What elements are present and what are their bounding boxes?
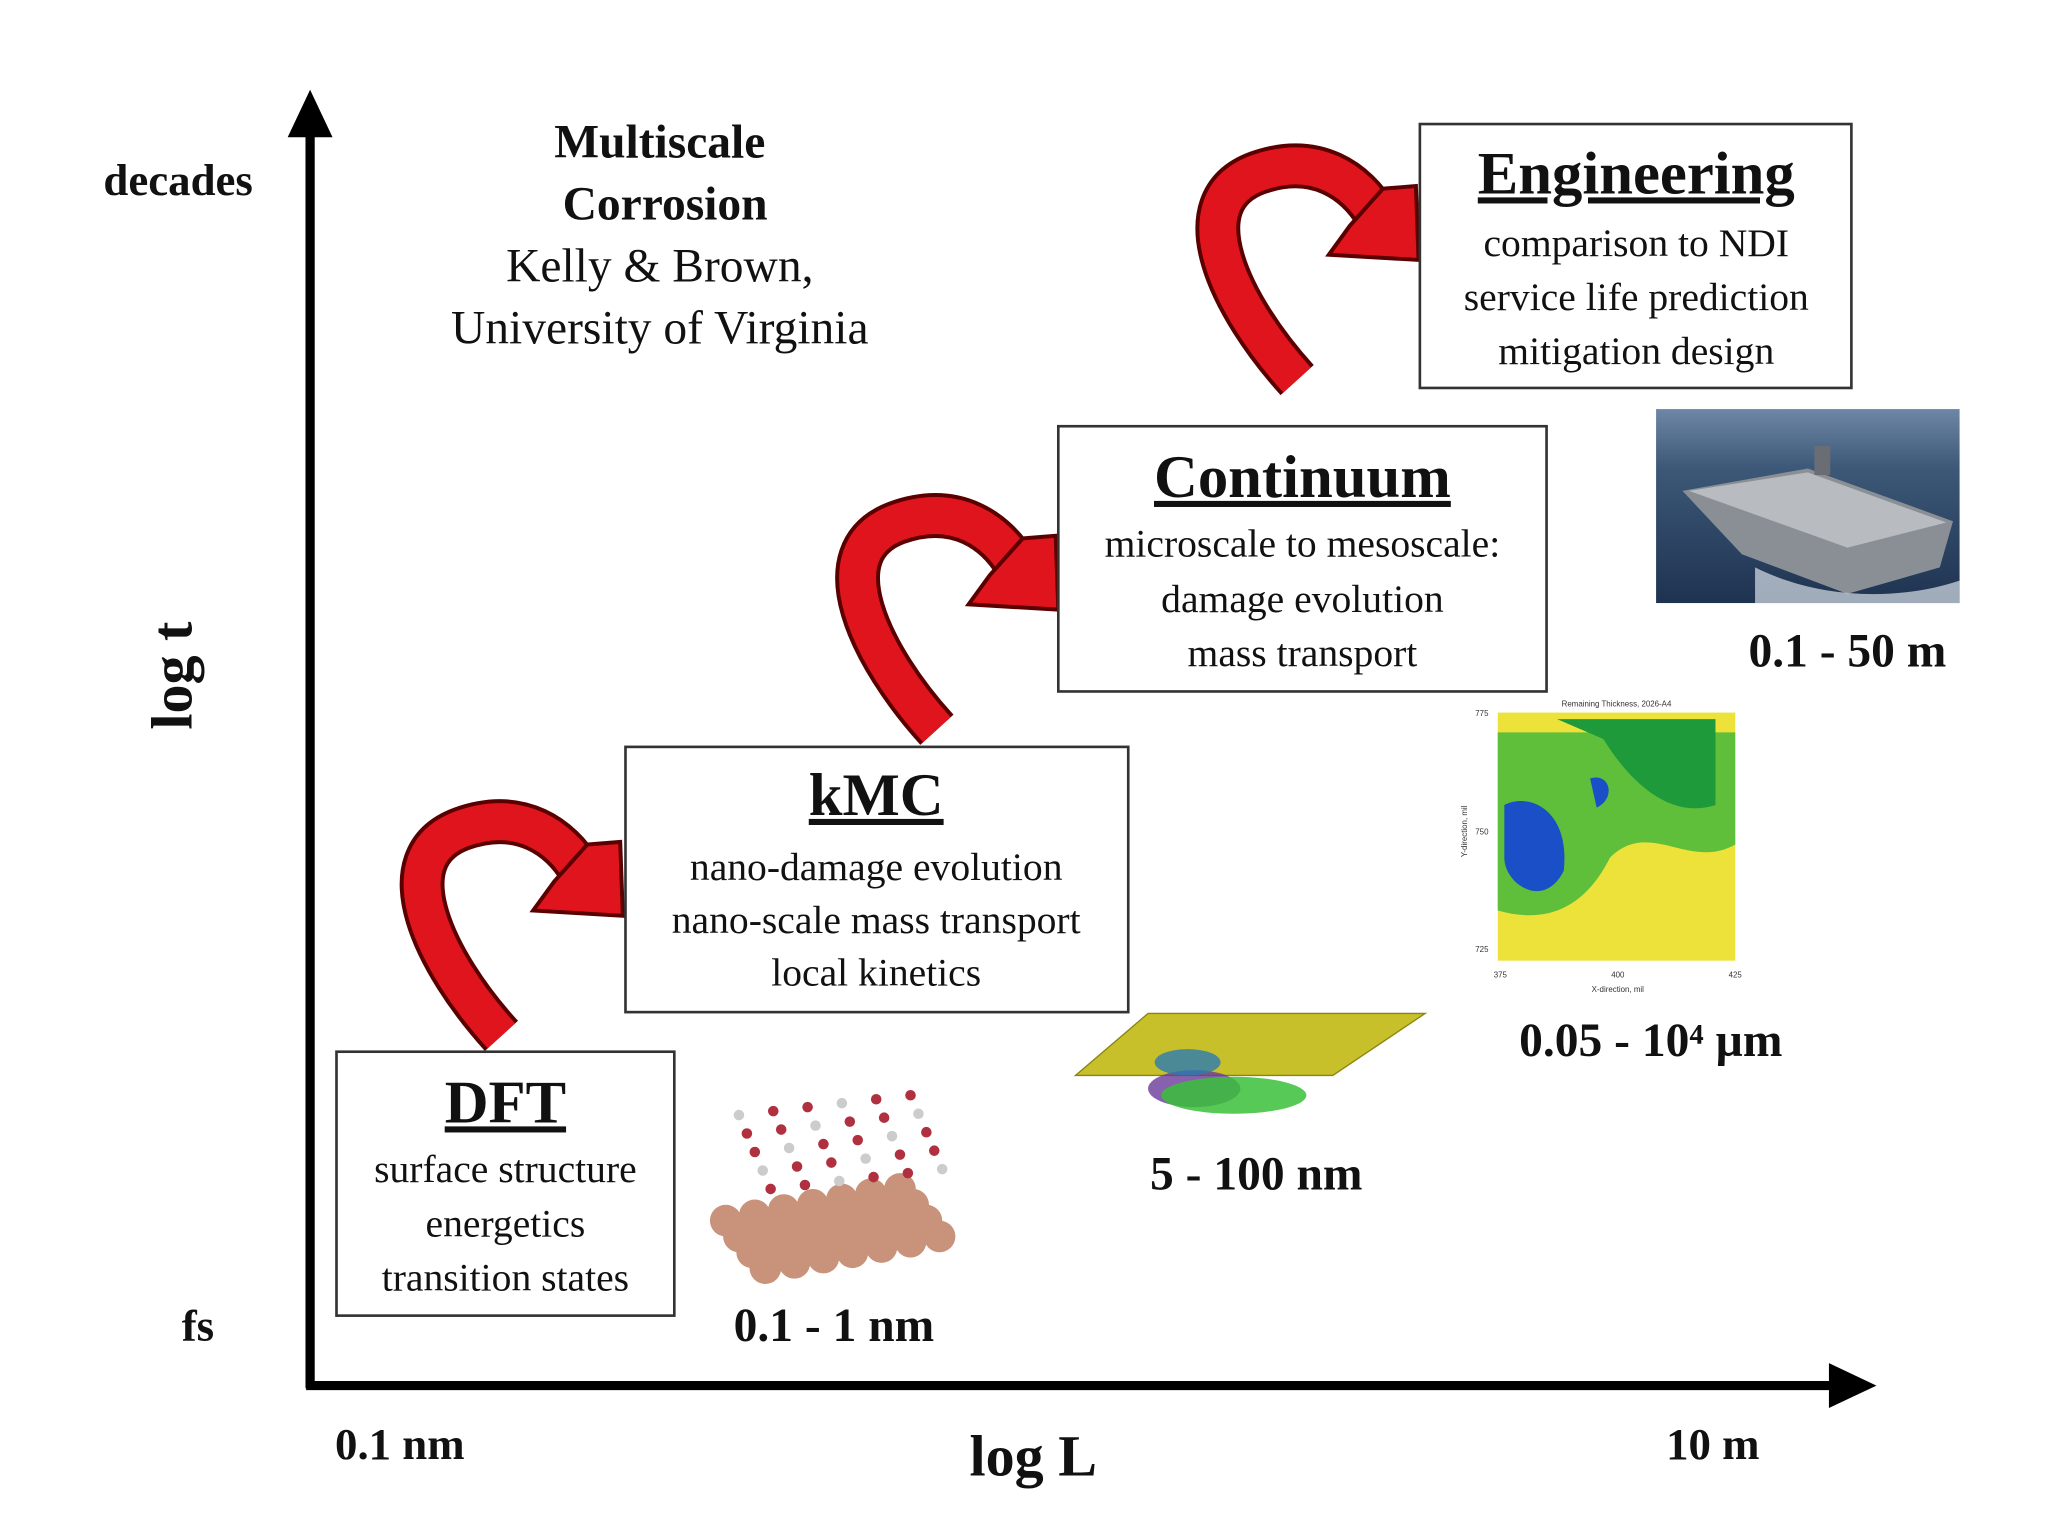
subtitle: University of Virginia <box>451 302 869 354</box>
box-title: kMC <box>809 762 944 829</box>
scale-label: 0.1 - 1 nm <box>734 1300 935 1352</box>
subtitle: Kelly & Brown, <box>506 240 813 292</box>
atom <box>868 1171 879 1183</box>
scale-label: 5 - 100 nm <box>1150 1148 1362 1200</box>
box-line: damage evolution <box>1161 577 1444 621</box>
atom <box>799 1179 811 1191</box>
box-line: local kinetics <box>771 951 981 995</box>
atom <box>913 1108 924 1120</box>
box <box>1418 122 1853 390</box>
atom <box>921 1126 932 1138</box>
map-y-tick: 775 <box>1475 709 1489 718</box>
box <box>624 745 1130 1014</box>
map-y-tick: 750 <box>1475 828 1489 837</box>
arrow <box>1218 166 1419 380</box>
atom <box>860 1153 871 1164</box>
map-x-label: X-direction, mil <box>1592 985 1645 994</box>
atom <box>928 1145 940 1156</box>
atom <box>905 1089 916 1101</box>
arrow <box>422 822 623 1036</box>
box-line: microscale to mesoscale: <box>1105 522 1501 566</box>
box-line: energetics <box>426 1201 586 1245</box>
atom <box>894 1149 906 1160</box>
scale-label: 0.05 - 10⁴ µm <box>1519 1015 1782 1067</box>
membrane-image <box>1073 1012 1428 1114</box>
box-title: Engineering <box>1478 140 1795 207</box>
map-title: Remaining Thickness, 2026-A4 <box>1562 700 1672 709</box>
atom <box>878 1112 890 1123</box>
atom <box>783 1142 795 1154</box>
atom <box>733 1109 745 1121</box>
box-line: mass transport <box>1188 631 1418 675</box>
box-line: nano-scale mass transport <box>672 898 1081 942</box>
atom <box>765 1183 776 1195</box>
arrow <box>858 516 1059 730</box>
y-top-label: decades <box>103 155 253 205</box>
box-line: service life prediction <box>1464 275 1809 319</box>
atom <box>923 1220 956 1253</box>
atom <box>757 1165 768 1176</box>
atom <box>852 1134 864 1146</box>
y-axis-label: log t <box>139 621 204 730</box>
atom <box>768 1105 779 1117</box>
axes <box>287 89 1877 1408</box>
atom <box>886 1130 898 1142</box>
box-title: Continuum <box>1154 444 1451 511</box>
map-x-tick: 425 <box>1729 970 1743 979</box>
box <box>335 1050 676 1317</box>
contour-map <box>1497 712 1736 961</box>
map-y-tick: 725 <box>1475 945 1489 954</box>
box <box>1056 424 1548 693</box>
atom <box>833 1175 845 1187</box>
map-x-tick: 400 <box>1611 970 1625 979</box>
map-x-tick: 375 <box>1494 970 1508 979</box>
x-axis-label: log L <box>970 1423 1097 1488</box>
map-y-label: Y-direction, mil <box>1460 805 1469 857</box>
scale-label: 0.1 - 50 m <box>1748 626 1946 678</box>
atom <box>836 1097 848 1109</box>
atom <box>778 1247 811 1279</box>
box-line: surface structure <box>374 1147 637 1191</box>
atom <box>818 1138 829 1150</box>
title: Multiscale <box>554 116 765 168</box>
box-title: DFT <box>445 1069 566 1136</box>
atom <box>902 1167 914 1179</box>
atom <box>749 1252 782 1284</box>
title: Corrosion <box>563 178 768 230</box>
box-line: nano-damage evolution <box>690 845 1063 889</box>
atom <box>775 1124 787 1135</box>
x-left-label: 0.1 nm <box>335 1419 465 1469</box>
atom <box>870 1093 882 1105</box>
atom <box>826 1157 837 1168</box>
atom <box>810 1120 821 1131</box>
atom <box>807 1241 840 1274</box>
atom <box>749 1146 761 1158</box>
box-line: comparison to NDI <box>1483 221 1789 265</box>
y-bottom-label: fs <box>182 1300 214 1350</box>
atoms-image <box>709 1089 956 1284</box>
atom <box>802 1101 813 1113</box>
atom <box>836 1236 869 1269</box>
atom <box>894 1225 927 1258</box>
atom <box>791 1161 803 1172</box>
atom <box>865 1231 898 1263</box>
atom <box>844 1116 856 1127</box>
atom <box>741 1128 753 1139</box>
ship-image <box>1656 409 1960 604</box>
box-line: transition states <box>382 1255 629 1299</box>
atom <box>936 1163 948 1175</box>
box-line: mitigation design <box>1498 329 1774 373</box>
x-right-label: 10 m <box>1666 1419 1759 1469</box>
